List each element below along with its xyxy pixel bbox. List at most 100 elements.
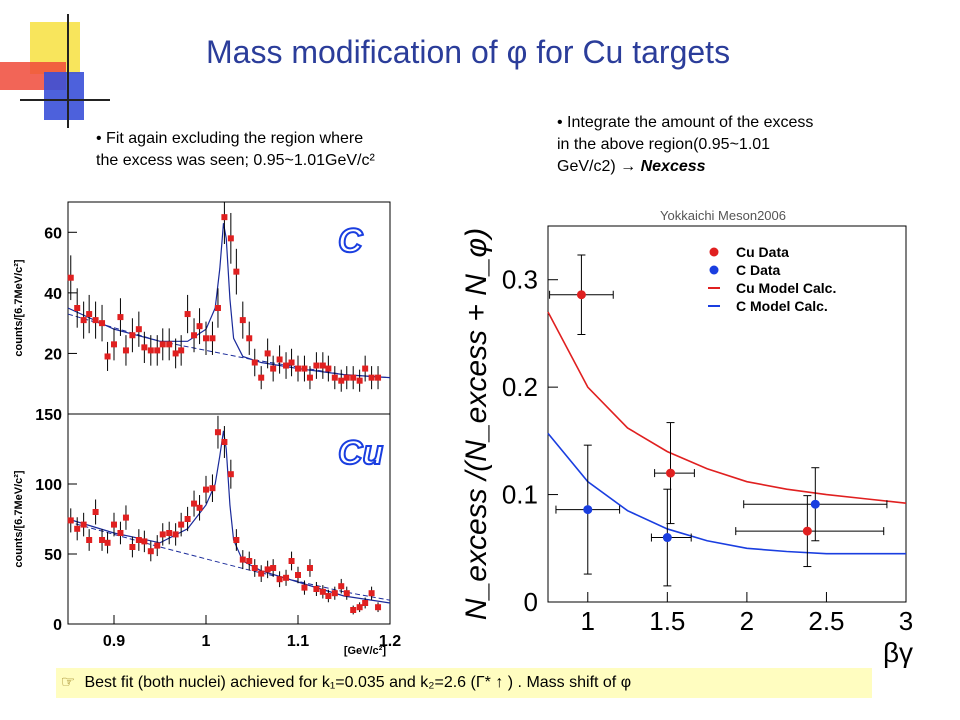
data-point — [117, 530, 124, 536]
x-tick-label: 1 — [202, 633, 211, 650]
data-point — [166, 530, 173, 536]
data-point — [362, 600, 369, 606]
data-point — [172, 350, 179, 357]
data-point — [288, 359, 295, 366]
data-point — [154, 347, 161, 354]
data-point — [276, 576, 283, 583]
data-point — [301, 584, 308, 591]
watermark-text: Yokkaichi Meson2006 — [660, 208, 786, 223]
bullet-right-nexcess: Nexcess — [640, 158, 706, 175]
x-tick-label: 0.9 — [103, 633, 125, 650]
data-point — [338, 377, 345, 384]
data-point — [368, 590, 375, 597]
data-point — [196, 323, 203, 330]
data-point — [166, 341, 173, 348]
y-tick-label: 0.2 — [502, 372, 538, 402]
data-point — [306, 374, 313, 381]
bullet-right-line3: GeV/c2) — [557, 158, 616, 175]
data-point — [264, 566, 271, 573]
y-axis-label: N_excess /(N_excess + N_φ) — [460, 228, 493, 620]
x-tick-label: 1 — [581, 606, 595, 636]
data-point — [203, 486, 209, 493]
data-point — [184, 516, 191, 522]
mass-spectra-chart: 20 40 60 counts/[6.7MeV/c²] C 0 50 100 150 counts… — [13, 201, 401, 657]
bullet-left-line1: Fit again excluding the region where — [106, 130, 364, 147]
data-point — [802, 526, 812, 536]
slide-title: Mass modification of φ for Cu targets — [206, 34, 731, 70]
data-point — [196, 504, 203, 511]
deco-blue-square — [44, 72, 84, 120]
data-point — [129, 544, 136, 550]
data-point — [209, 485, 216, 492]
data-point — [111, 521, 117, 528]
data-point — [246, 335, 253, 342]
y-tick-label: 0 — [524, 587, 538, 617]
data-point — [276, 356, 283, 363]
data-point — [141, 538, 148, 545]
bullet-left-line2: the excess was seen; 0.95~1.01GeV/c² — [96, 152, 375, 169]
data-point — [246, 558, 253, 564]
data-point — [214, 429, 221, 436]
data-point — [191, 332, 198, 339]
data-point — [99, 537, 106, 543]
data-point — [203, 335, 209, 342]
arrow-icon: → — [620, 158, 637, 175]
data-point — [356, 377, 363, 384]
x-tick-label: 1.2 — [379, 633, 401, 650]
data-point — [129, 332, 136, 339]
data-point — [343, 374, 350, 381]
panel-label-C: C — [338, 222, 363, 260]
data-point — [239, 317, 246, 324]
data-point — [191, 500, 198, 507]
model-curve — [547, 311, 907, 504]
y-axis-label: counts/[6.7MeV/c²] — [13, 470, 25, 568]
y-axis-label: counts/[6.7MeV/c²] — [13, 259, 25, 357]
data-point — [666, 468, 676, 478]
data-point — [178, 521, 185, 528]
data-point — [368, 374, 375, 381]
y-tick-label: 0 — [53, 617, 62, 634]
data-point — [86, 311, 93, 318]
y-tick-label: 0.1 — [502, 480, 538, 510]
model-curve — [547, 432, 906, 555]
data-point — [295, 365, 301, 372]
x-tick-label: 2 — [740, 606, 754, 636]
data-point — [159, 341, 166, 348]
excess-ratio-chart: 0 0.1 0.2 0.3 1 1.5 2 2.5 3βγ N_excess /(N_excess… — [460, 225, 913, 668]
data-point — [356, 604, 363, 611]
data-point — [264, 350, 271, 357]
data-point — [221, 439, 228, 445]
data-point — [313, 362, 320, 369]
y-tick-label: 50 — [44, 547, 62, 564]
data-point — [67, 517, 74, 524]
bullet-fit-excluding-region: • Fit again excluding the region where t… — [96, 128, 476, 172]
data-point — [662, 533, 672, 543]
legend-entry: C Data — [736, 262, 781, 278]
data-point — [67, 274, 74, 281]
data-point — [576, 290, 586, 300]
data-point — [86, 537, 93, 543]
data-point — [92, 317, 99, 324]
ratio-frame — [547, 225, 907, 603]
data-point — [184, 311, 191, 318]
pointing-hand-icon: ☞ — [60, 674, 76, 691]
data-point — [331, 374, 338, 381]
legend-entry: Cu Model Calc. — [736, 280, 836, 296]
data-point — [375, 604, 382, 611]
data-point — [270, 365, 277, 372]
data-point — [583, 505, 593, 515]
data-point — [122, 514, 129, 521]
data-point — [147, 548, 154, 555]
bullet-right-line1: Integrate the amount of the excess — [567, 114, 814, 131]
data-point — [233, 268, 240, 275]
y-tick-label: 100 — [35, 477, 62, 494]
data-point — [362, 365, 369, 372]
y-tick-label: 40 — [44, 286, 62, 303]
data-point — [338, 583, 345, 590]
data-point — [227, 235, 234, 242]
x-axis-label: [GeV/c²] — [344, 645, 387, 657]
data-point — [288, 558, 295, 564]
data-point — [313, 586, 320, 592]
data-point — [283, 574, 290, 581]
data-point — [295, 572, 301, 578]
